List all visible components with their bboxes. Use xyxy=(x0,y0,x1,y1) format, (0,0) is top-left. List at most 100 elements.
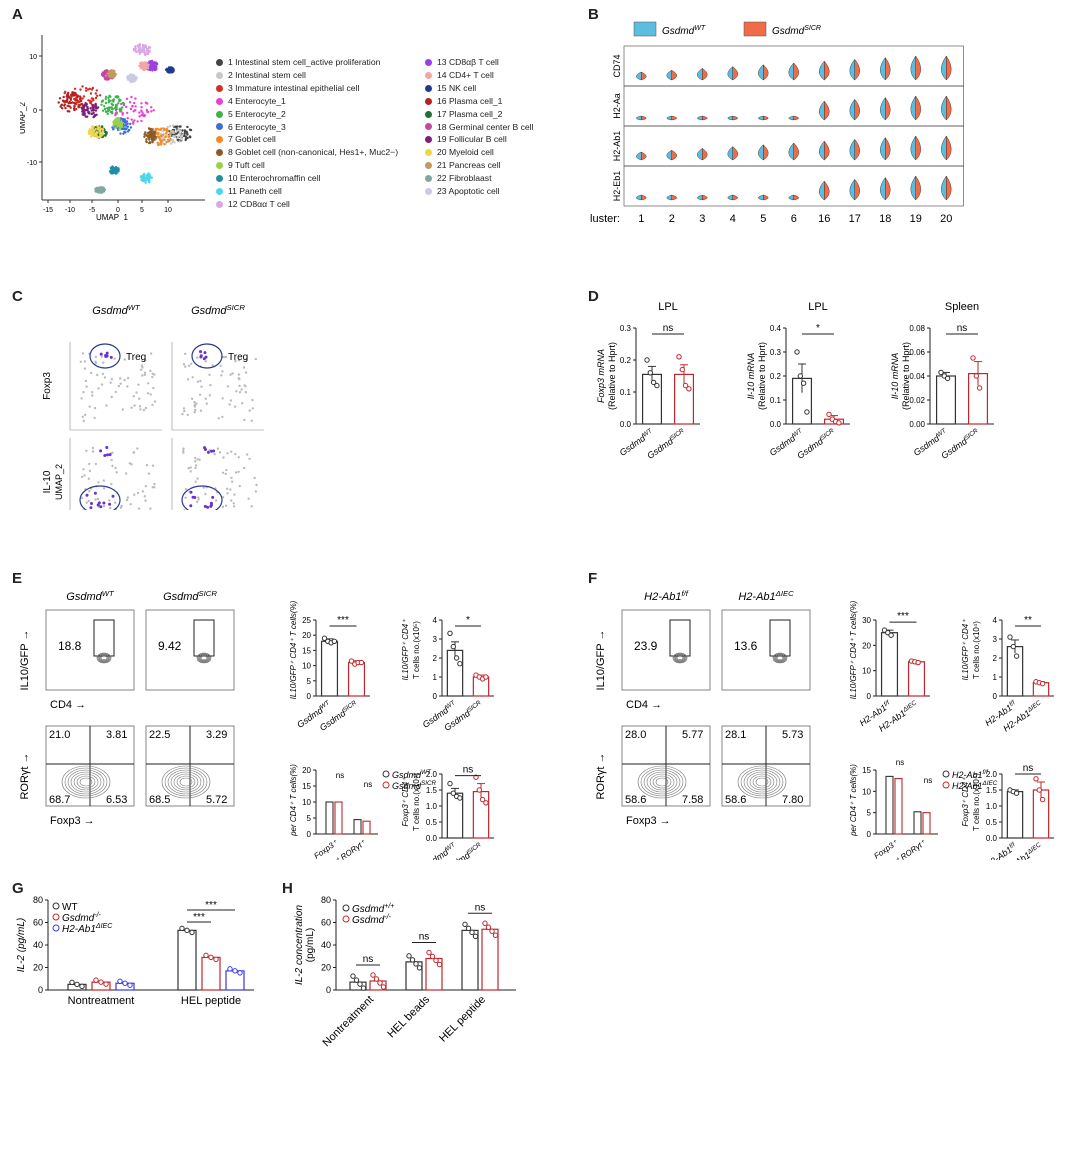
tr1-dot xyxy=(106,453,109,457)
cell-dot xyxy=(83,360,86,363)
umap-cell-dot xyxy=(152,130,155,133)
cell-dot xyxy=(183,508,186,510)
umap-cell-dot xyxy=(118,110,122,113)
cell-dot xyxy=(109,381,112,384)
legend-marker-icon xyxy=(342,904,350,912)
umap-cell-dot xyxy=(180,137,183,140)
data-point xyxy=(426,949,432,956)
umap-cell-dot xyxy=(151,62,154,65)
bar xyxy=(922,812,931,835)
treg-dot xyxy=(99,352,103,356)
treg-label: Treg xyxy=(126,352,146,363)
y-tick-label: 1.5 xyxy=(986,786,998,795)
cell-dot xyxy=(88,405,91,408)
umap-cell-dot xyxy=(147,47,150,51)
legend-label: 5 Enterocyte_2 xyxy=(228,108,286,119)
significance-label: ns xyxy=(475,902,486,913)
data-point xyxy=(797,373,804,379)
umap-cell-dot xyxy=(151,132,154,135)
legend-marker-icon xyxy=(342,915,350,923)
data-point xyxy=(794,349,800,355)
umap-cell-dot xyxy=(69,98,73,102)
umap-cell-dot xyxy=(90,109,94,112)
legend-dot-icon xyxy=(216,110,223,118)
umap-cell-dot xyxy=(172,131,175,135)
umap-cell-dot xyxy=(86,107,89,111)
umap-cell-dot xyxy=(126,76,129,79)
violin-wt xyxy=(941,135,947,161)
data-point xyxy=(429,953,436,960)
cell-dot xyxy=(200,385,203,388)
cell-dot xyxy=(225,487,229,490)
contour xyxy=(772,652,788,664)
bar xyxy=(894,777,903,835)
umap-cell-dot xyxy=(178,132,181,135)
y-axis-label: IL-2 concentration xyxy=(294,905,305,985)
umap-cell-dot xyxy=(74,99,77,102)
cell-dot xyxy=(83,367,87,370)
flow-ylabel: RORγt → xyxy=(595,752,607,799)
cell-dot xyxy=(144,406,148,410)
data-point xyxy=(1010,643,1017,650)
cell-dot xyxy=(237,373,240,376)
panel-label-d: D xyxy=(588,288,599,305)
umap-cell-dot xyxy=(74,93,77,96)
legend-label: 13 CD8αβ T cell xyxy=(437,57,499,67)
significance-label: ns xyxy=(419,932,430,943)
cell-dot xyxy=(230,499,233,502)
umap-cell-dot xyxy=(95,187,99,190)
legend-dot-icon xyxy=(425,58,432,66)
umap-cell-dot xyxy=(97,126,101,129)
umap-cell-dot xyxy=(146,132,150,135)
umap-cell-dot xyxy=(147,172,150,175)
data-point xyxy=(1007,634,1013,640)
umap-cell-dot xyxy=(91,132,95,135)
data-point xyxy=(682,382,689,389)
cell-dot xyxy=(138,405,142,408)
cell-dot xyxy=(229,488,232,491)
umap-cell-dot xyxy=(91,103,94,107)
contour xyxy=(676,655,684,661)
umap-cell-dot xyxy=(153,132,156,135)
violin-wt xyxy=(727,194,733,201)
legend-dot-icon xyxy=(425,97,432,105)
cell-dot xyxy=(209,384,212,387)
legend-label: 17 Plasma cell_2 xyxy=(437,108,503,119)
cell-dot xyxy=(190,397,194,400)
legend-dot-icon xyxy=(425,188,432,196)
cell-dot xyxy=(233,493,236,496)
contour xyxy=(97,653,111,663)
umap-cell-dot xyxy=(130,118,133,121)
umap-cell-dot xyxy=(145,108,148,112)
umap-cell-dot xyxy=(96,190,99,194)
cell-dot xyxy=(143,371,147,374)
cell-dot xyxy=(221,370,224,373)
contour xyxy=(167,769,205,795)
flow-ylabel: RORγt → xyxy=(19,752,31,799)
umap-cell-dot xyxy=(134,105,137,108)
cell-dot xyxy=(214,499,218,502)
chart-title: LPL xyxy=(658,301,678,313)
violin-sicr xyxy=(946,175,952,201)
cell-dot xyxy=(137,507,141,510)
violin-sicr xyxy=(854,58,860,81)
cell-dot xyxy=(246,453,249,456)
cell-dot xyxy=(102,487,106,490)
legend-swatch xyxy=(743,21,767,37)
violin-sicr xyxy=(702,148,708,161)
quadrant-value: 5.77 xyxy=(682,729,703,741)
umap-cell-dot xyxy=(142,62,145,65)
cell-dot xyxy=(248,457,251,460)
cell-dot xyxy=(126,376,130,380)
cell-dot xyxy=(234,452,237,456)
umap-cell-dot xyxy=(126,122,129,125)
gate-percentage: 18.8 xyxy=(58,639,82,653)
umap-cell-dot xyxy=(177,129,180,132)
contour xyxy=(99,655,109,661)
treg-dot xyxy=(199,354,203,358)
umap-cell-dot xyxy=(134,45,137,48)
umap-legend-item: 2 Intestinal stem cell xyxy=(216,69,398,82)
cell-dot xyxy=(149,393,152,396)
